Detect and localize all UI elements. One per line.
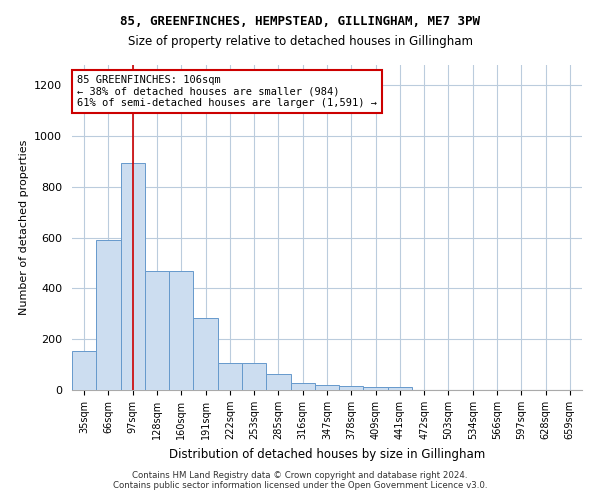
X-axis label: Distribution of detached houses by size in Gillingham: Distribution of detached houses by size …	[169, 448, 485, 460]
Bar	[72, 350, 96, 390]
Bar	[169, 270, 193, 390]
Bar	[218, 364, 242, 390]
Bar	[242, 364, 266, 390]
Bar	[388, 388, 412, 390]
Text: Contains HM Land Registry data © Crown copyright and database right 2024.
Contai: Contains HM Land Registry data © Crown c…	[113, 470, 487, 490]
Bar	[121, 163, 145, 390]
Text: 85, GREENFINCHES, HEMPSTEAD, GILLINGHAM, ME7 3PW: 85, GREENFINCHES, HEMPSTEAD, GILLINGHAM,…	[120, 15, 480, 28]
Bar	[266, 374, 290, 390]
Text: 85 GREENFINCHES: 106sqm
← 38% of detached houses are smaller (984)
61% of semi-d: 85 GREENFINCHES: 106sqm ← 38% of detache…	[77, 74, 377, 108]
Bar	[364, 388, 388, 390]
Y-axis label: Number of detached properties: Number of detached properties	[19, 140, 29, 315]
Bar	[290, 383, 315, 390]
Bar	[315, 385, 339, 390]
Bar	[193, 318, 218, 390]
Bar	[96, 240, 121, 390]
Bar	[145, 270, 169, 390]
Text: Size of property relative to detached houses in Gillingham: Size of property relative to detached ho…	[128, 35, 473, 48]
Bar	[339, 386, 364, 390]
